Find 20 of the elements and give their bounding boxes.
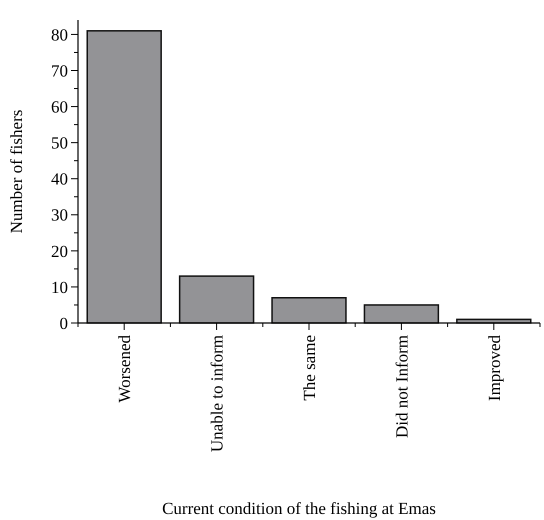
- bar: [271, 297, 347, 324]
- x-tick-label: The same: [300, 335, 319, 401]
- y-tick-label: 40: [51, 170, 68, 189]
- y-tick-label: 50: [51, 134, 68, 153]
- y-tick-label: 80: [51, 25, 68, 44]
- bar: [364, 304, 440, 324]
- x-tick-label: Improved: [484, 334, 504, 402]
- y-tick-label: 30: [51, 206, 68, 225]
- y-tick-label: 0: [60, 314, 68, 333]
- y-tick-label: 10: [51, 278, 68, 297]
- x-tick-label: Unable to inform: [208, 335, 227, 452]
- x-tick-label: Worsened: [115, 334, 134, 403]
- x-axis-title: Current condition of the fishing at Emas: [162, 499, 436, 518]
- y-tick-label: 20: [51, 242, 68, 261]
- bar: [178, 275, 254, 324]
- y-axis-title: Number of fishers: [7, 110, 26, 234]
- x-tick-label: Did not Inform: [392, 335, 412, 438]
- bar: [86, 30, 162, 324]
- y-tick-label: 60: [51, 98, 68, 117]
- y-tick-label: 70: [51, 61, 68, 80]
